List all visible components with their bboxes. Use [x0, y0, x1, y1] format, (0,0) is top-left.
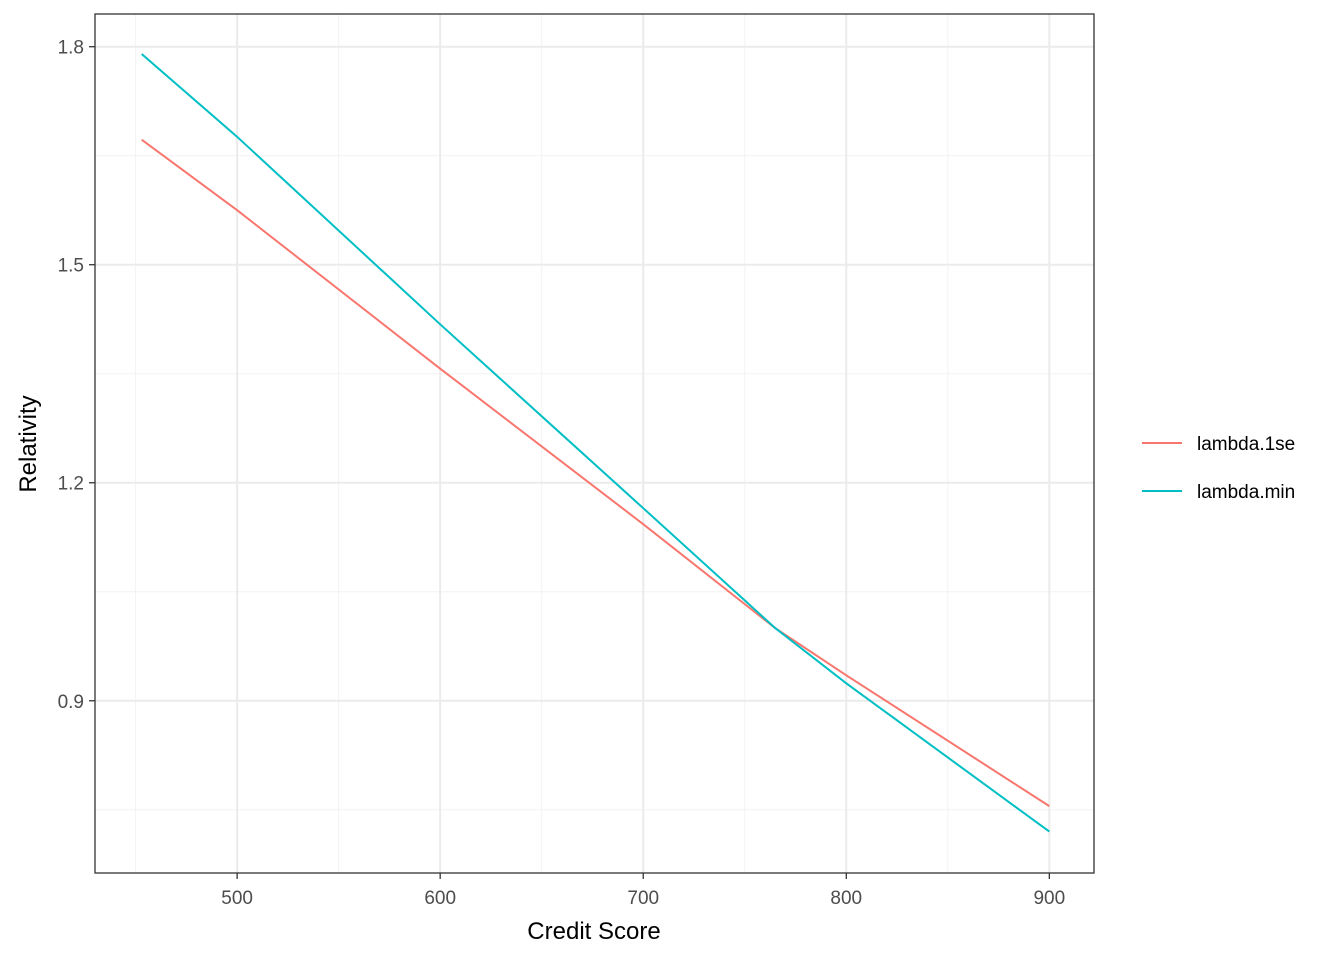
series-line-lambda-min — [141, 53, 1050, 833]
y-axis-title: Relativity — [15, 395, 42, 492]
x-tick-label: 700 — [627, 888, 659, 909]
y-tick-label: 1.5 — [58, 256, 84, 277]
y-tick-label: 1.8 — [58, 38, 84, 59]
x-tick-label: 900 — [1033, 888, 1065, 909]
y-tick-label: 0.9 — [58, 692, 84, 713]
legend-label-lambda-min: lambda.min — [1197, 482, 1295, 503]
legend-label-lambda-1se: lambda.1se — [1197, 434, 1295, 455]
series-layer — [141, 53, 1050, 833]
plot-panel-border — [94, 13, 1095, 874]
grid-minor — [95, 14, 1094, 873]
x-tick-label: 600 — [424, 888, 456, 909]
x-axis: 500 600 700 800 900 — [221, 873, 1065, 909]
x-axis-title: Credit Score — [527, 918, 660, 945]
plot-background — [95, 14, 1094, 873]
x-tick-label: 500 — [221, 888, 253, 909]
legend: lambda.1se lambda.min — [1142, 434, 1295, 503]
grid-major — [95, 14, 1094, 873]
y-axis: 0.9 1.2 1.5 1.8 — [58, 38, 95, 713]
x-tick-label: 800 — [830, 888, 862, 909]
series-line-lambda-1se — [141, 138, 1050, 807]
y-tick-label: 1.2 — [58, 474, 84, 495]
